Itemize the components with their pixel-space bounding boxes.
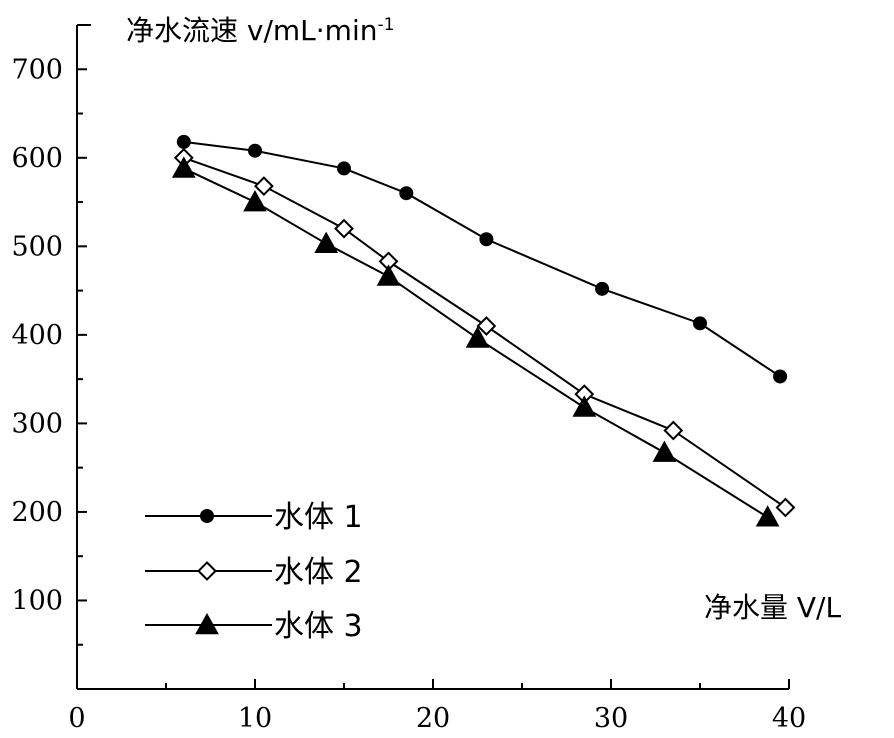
series-line-1 (183, 140, 781, 378)
data-point (755, 505, 780, 527)
y-tick-label: 200 (11, 497, 63, 528)
legend-marker (195, 612, 219, 635)
data-point (248, 143, 262, 158)
series-layer (171, 134, 796, 527)
data-point (337, 161, 351, 176)
legend-label: 水体 2 (274, 555, 363, 590)
legend-item-1: 水体 1 (145, 500, 363, 535)
y-tick-label: 300 (11, 408, 63, 439)
data-point (253, 176, 274, 197)
data-point (476, 316, 497, 336)
data-point (465, 326, 490, 348)
legend-label: 水体 1 (274, 500, 363, 535)
series-line-3 (183, 167, 769, 519)
series-1 (176, 134, 788, 384)
data-point (773, 369, 788, 384)
data-point (176, 134, 191, 149)
data-point (693, 316, 707, 331)
y-tick-label: 400 (11, 320, 63, 351)
legend-label: 水体 3 (274, 609, 363, 644)
series-line-2 (183, 156, 787, 509)
x-tick-label: 20 (416, 703, 450, 734)
data-point (243, 190, 267, 212)
series-2 (173, 147, 796, 518)
data-point (171, 156, 196, 178)
legend-item-2: 水体 2 (145, 555, 363, 590)
data-point (334, 218, 354, 239)
y-tick-label: 700 (11, 54, 63, 85)
y-axis-title-superscript: -1 (377, 15, 394, 35)
x-tick-label: 10 (238, 703, 272, 734)
legend-item-3: 水体 3 (145, 609, 363, 644)
data-point (479, 232, 494, 247)
series-3 (171, 156, 780, 527)
axes: 100 200 300 400 500 600 700 0 10 20 30 40 (11, 24, 806, 734)
x-axis-title: 净水量 V/L (704, 591, 841, 624)
data-point (399, 186, 414, 201)
y-tick-label: 100 (11, 585, 63, 616)
y-tick-label: 500 (11, 231, 63, 262)
legend: 水体 1 水体 2 水体 3 (145, 500, 363, 644)
y-tick-label: 600 (11, 143, 63, 174)
data-point (376, 264, 401, 286)
data-point (775, 497, 796, 518)
data-point (663, 420, 684, 441)
x-tick-label: 30 (594, 703, 628, 734)
y-axis-title-main: 净水流速 v/mL·min (126, 14, 377, 47)
x-tick-label: 0 (68, 703, 85, 734)
legend-marker (200, 509, 214, 523)
data-point (572, 395, 597, 417)
data-point (595, 281, 610, 296)
x-tick-label: 40 (772, 703, 806, 734)
data-point (652, 440, 677, 462)
data-point (314, 231, 339, 253)
y-axis-title: 净水流速 v/mL·min-1 (126, 14, 394, 47)
legend-marker (197, 561, 217, 581)
